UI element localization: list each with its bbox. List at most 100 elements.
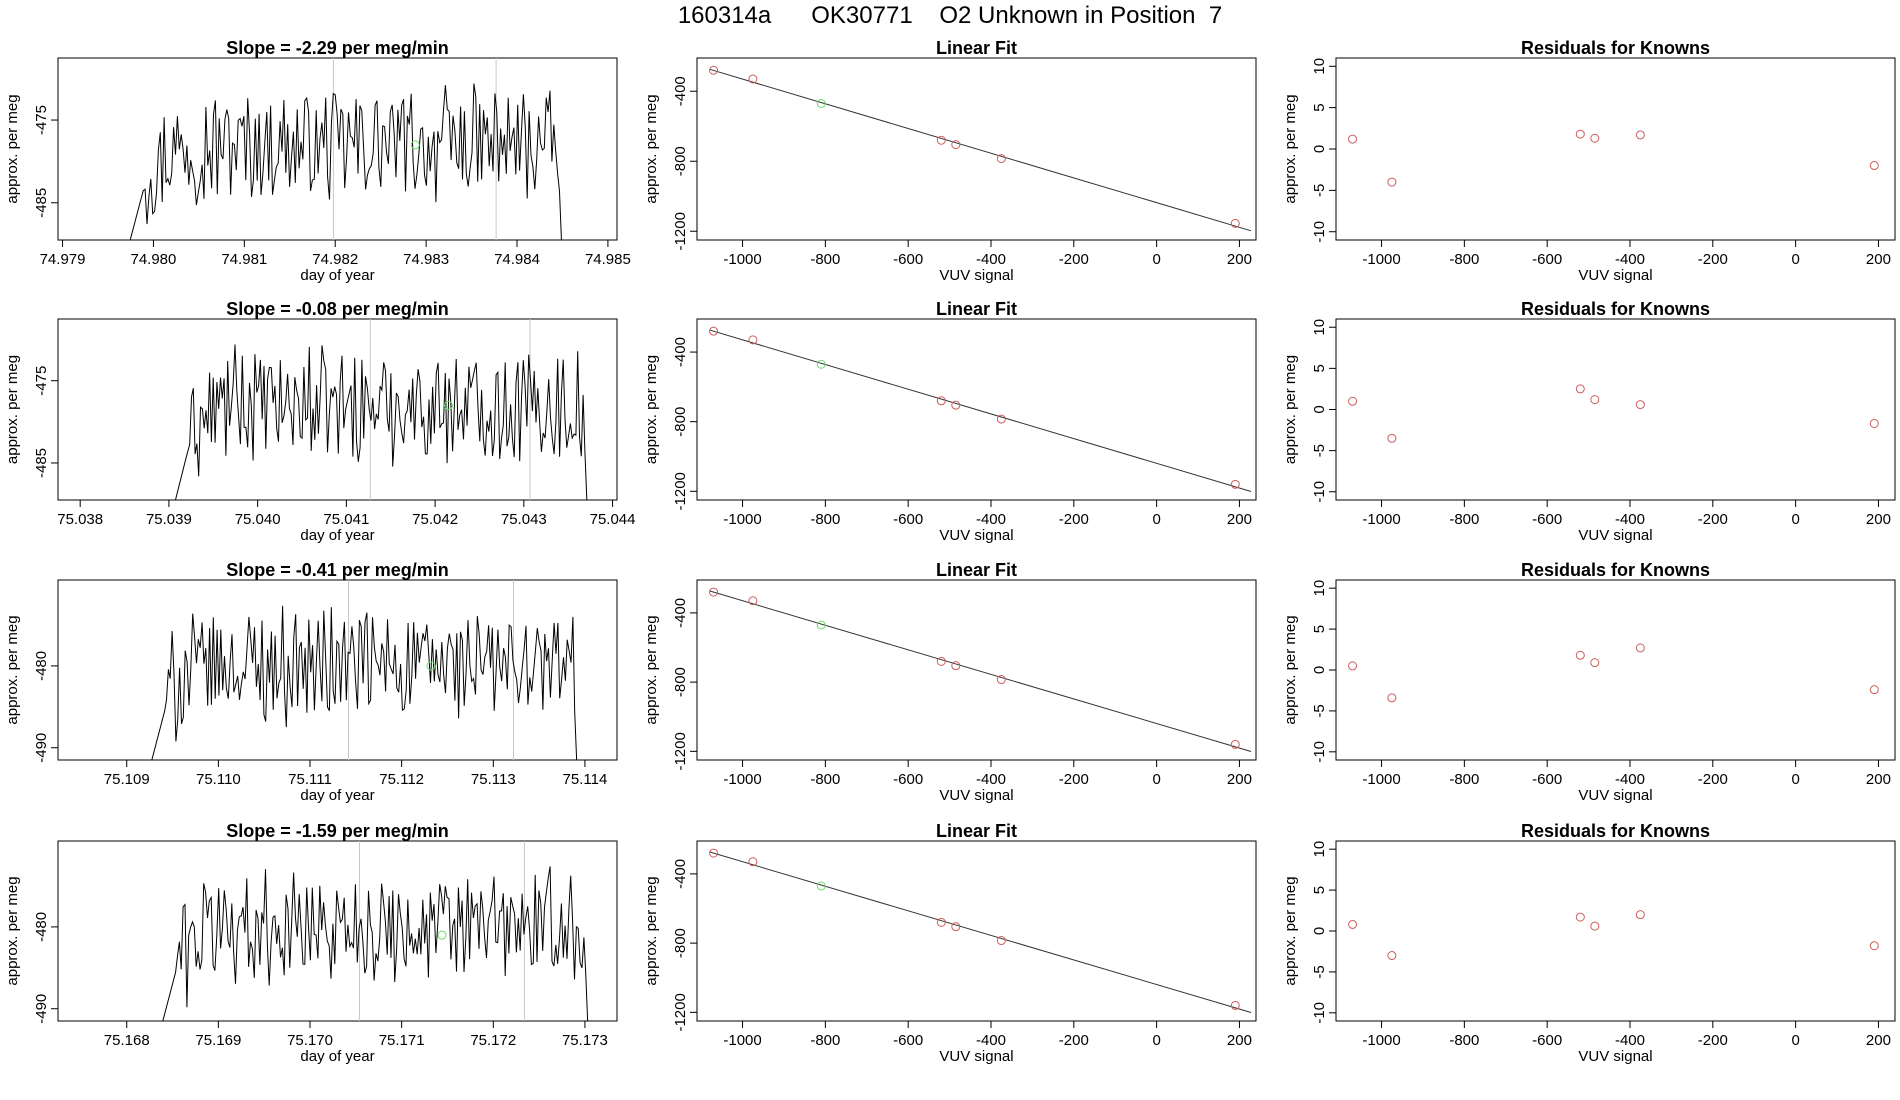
y-tick-label: -1200	[672, 212, 689, 250]
slope-panel: 74.979 74.980 74.981 74.982 74.983 74.984 74.9…	[4, 38, 631, 284]
known-point	[951, 140, 961, 150]
unknown-point	[410, 140, 420, 150]
panel-title: Residuals for Knowns	[1521, 299, 1710, 319]
known-point	[996, 675, 1006, 685]
x-tick-label: 75.040	[235, 511, 281, 528]
unknown-point	[443, 400, 453, 410]
x-tick-label: 75.110	[196, 771, 241, 788]
known-point	[996, 154, 1006, 164]
x-tick-label: 75.171	[379, 1032, 425, 1049]
x-axis-label: VUV signal	[1578, 1048, 1652, 1065]
x-tick-label: -200	[1698, 511, 1728, 528]
per-meg-trace	[151, 605, 578, 760]
known-point	[1230, 479, 1240, 489]
known-point	[1230, 1000, 1240, 1010]
x-tick-label: 200	[1866, 771, 1891, 788]
x-tick-label: 200	[1227, 511, 1252, 528]
x-tick-label: -200	[1059, 251, 1089, 268]
x-tick-label: -400	[1615, 251, 1645, 268]
y-tick-label: 0	[1311, 666, 1328, 674]
x-tick-label: 75.169	[195, 1032, 241, 1049]
x-tick-label: -800	[1449, 511, 1479, 528]
panel-title: Slope = -2.29 per meg/min	[226, 38, 449, 58]
x-tick-label: 75.042	[412, 511, 458, 528]
known-point	[709, 848, 719, 858]
linear-fit-panel: -1000 -800 -600 -400 -200 0 200 -400 -800 -1200 Li…	[643, 299, 1257, 544]
x-tick-label: 200	[1227, 251, 1252, 268]
residual-point	[1590, 133, 1600, 143]
y-tick-label: -490	[33, 733, 50, 763]
y-tick-label: -5	[1311, 965, 1328, 978]
known-point	[936, 135, 946, 145]
y-tick-label: -1200	[672, 732, 689, 770]
plot-frame	[1335, 57, 1896, 241]
x-tick-label: -400	[976, 251, 1006, 268]
x-axis-label: day of year	[300, 267, 374, 284]
y-tick-label: 0	[1311, 405, 1328, 413]
y-tick-label: -10	[1311, 741, 1328, 763]
x-tick-label: 75.173	[562, 1032, 608, 1049]
fit-line	[709, 590, 1252, 753]
x-tick-label: -200	[1059, 511, 1089, 528]
x-tick-label: 75.038	[57, 511, 103, 528]
x-tick-label: 75.113	[471, 771, 516, 788]
y-tick-label: -800	[672, 667, 689, 697]
y-tick-label: -485	[33, 188, 50, 218]
x-tick-label: 75.109	[104, 771, 150, 788]
x-tick-label: -800	[1449, 251, 1479, 268]
panel-title: Slope = -0.08 per meg/min	[226, 299, 449, 319]
x-tick-label: -800	[810, 511, 840, 528]
residual-point	[1348, 396, 1358, 406]
y-tick-label: -800	[672, 407, 689, 437]
plot-frame	[696, 579, 1257, 761]
y-tick-label: 10	[1311, 319, 1328, 336]
x-tick-label: 75.172	[470, 1032, 516, 1049]
panel-title: Linear Fit	[936, 560, 1017, 580]
y-tick-label: -400	[672, 76, 689, 106]
y-tick-label: -1200	[672, 472, 689, 510]
x-tick-label: -1000	[723, 1032, 761, 1049]
y-axis-label: approx. per meg	[643, 615, 660, 724]
known-point	[748, 596, 758, 606]
y-tick-label: 5	[1311, 625, 1328, 633]
y-tick-label: -490	[33, 994, 50, 1024]
panel-title: Linear Fit	[936, 299, 1017, 319]
residual-point	[1635, 130, 1645, 140]
residuals-panel: -1000 -800 -600 -400 -200 0 200 10 5 0 -5 -10 Residu…	[1282, 38, 1896, 284]
residual-point	[1348, 134, 1358, 144]
x-tick-label: 74.979	[40, 251, 86, 268]
x-axis-label: VUV signal	[939, 1048, 1013, 1065]
known-point	[1230, 739, 1240, 749]
residual-point	[1635, 643, 1645, 653]
x-tick-label: 75.044	[590, 511, 636, 528]
residual-point	[1387, 177, 1397, 187]
residual-point	[1575, 912, 1585, 922]
y-tick-label: 5	[1311, 103, 1328, 111]
x-tick-label: 0	[1791, 771, 1799, 788]
y-tick-label: -10	[1311, 481, 1328, 503]
x-tick-label: 74.983	[403, 251, 449, 268]
y-axis-label: approx. per meg	[4, 615, 21, 724]
x-axis-label: day of year	[300, 787, 374, 804]
x-tick-label: -1000	[1362, 251, 1400, 268]
x-tick-label: 0	[1152, 1032, 1160, 1049]
unknown-point	[816, 881, 826, 891]
x-tick-label: 0	[1152, 251, 1160, 268]
x-tick-label: 200	[1866, 1032, 1891, 1049]
x-tick-label: -600	[1532, 511, 1562, 528]
x-tick-label: -400	[1615, 771, 1645, 788]
y-axis-label: approx. per meg	[4, 876, 21, 985]
plot-frame	[57, 840, 618, 1022]
known-point	[996, 936, 1006, 946]
unknown-point	[816, 99, 826, 108]
plot-frame	[696, 840, 1257, 1022]
x-tick-label: -400	[976, 1032, 1006, 1049]
plot-frame	[57, 57, 618, 241]
known-point	[936, 917, 946, 927]
y-axis-label: approx. per meg	[643, 876, 660, 985]
x-tick-label: -600	[893, 771, 923, 788]
unknown-point	[816, 359, 826, 369]
x-tick-label: 200	[1866, 251, 1891, 268]
residual-point	[1869, 941, 1879, 951]
x-tick-label: -200	[1059, 1032, 1089, 1049]
